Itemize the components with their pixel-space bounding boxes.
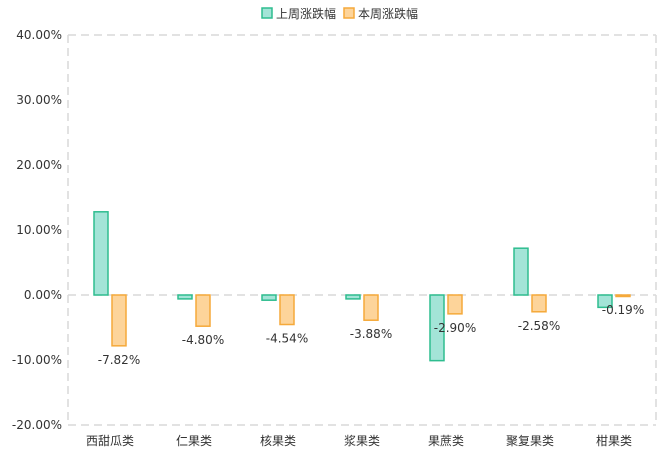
plot-frame	[67, 34, 657, 426]
y-tick-label: 30.00%	[16, 93, 62, 107]
last-week-bar	[345, 294, 361, 300]
x-tick-label: 西甜瓜类	[86, 434, 134, 448]
data-label: -2.58%	[518, 319, 560, 333]
y-tick-label: 40.00%	[16, 28, 62, 42]
y-tick-label: -20.00%	[12, 418, 62, 432]
y-tick-label: 20.00%	[16, 158, 62, 172]
this-week-bar	[111, 294, 127, 347]
this-week-bar	[195, 294, 211, 327]
last-week-bar	[429, 294, 445, 362]
data-label: -0.19%	[602, 303, 644, 317]
data-label: -7.82%	[98, 353, 140, 367]
last-week-bar	[93, 211, 109, 296]
x-tick-label: 仁果类	[176, 434, 212, 448]
y-tick-label: -10.00%	[12, 353, 62, 367]
this-week-bar	[363, 294, 379, 321]
legend-label-this-week: 本周涨跌幅	[358, 6, 418, 21]
last-week-bar	[513, 247, 529, 296]
last-week-bar	[597, 294, 613, 309]
this-week-bar	[615, 294, 631, 298]
data-label: -2.90%	[434, 321, 476, 335]
y-tick-label: 0.00%	[24, 288, 62, 302]
data-label: -4.80%	[182, 333, 224, 347]
x-tick-label: 果蔗类	[428, 434, 464, 448]
last-week-bar	[261, 294, 277, 301]
this-week-bar	[447, 294, 463, 315]
x-tick-label: 核果类	[260, 434, 296, 448]
last-week-bar	[177, 294, 193, 300]
data-label: -3.88%	[350, 327, 392, 341]
x-tick-label: 柑果类	[596, 433, 632, 448]
this-week-bar	[531, 294, 547, 313]
x-tick-label: 聚复果类	[506, 434, 554, 448]
data-label: -4.54%	[266, 332, 308, 346]
bars	[93, 211, 631, 362]
y-tick-label: 10.00%	[16, 223, 62, 237]
y-axis: 40.00% 30.00% 20.00% 10.00% 0.00% -10.00% -20.…	[12, 28, 62, 432]
x-axis: 西甜瓜类 仁果类 核果类 浆果类 果蔗类 聚复果类 柑果类	[86, 433, 632, 448]
legend-swatch-last-week	[261, 7, 273, 19]
x-tick-label: 浆果类	[344, 433, 380, 448]
this-week-bar	[279, 294, 295, 326]
data-labels: -7.82% -4.80% -4.54% -3.88% -2.90% -2.58% -0.1…	[98, 303, 644, 367]
legend: 上周涨跌幅 本周涨跌幅	[261, 6, 418, 21]
legend-swatch-this-week	[343, 7, 355, 19]
legend-label-last-week: 上周涨跌幅	[276, 6, 336, 21]
